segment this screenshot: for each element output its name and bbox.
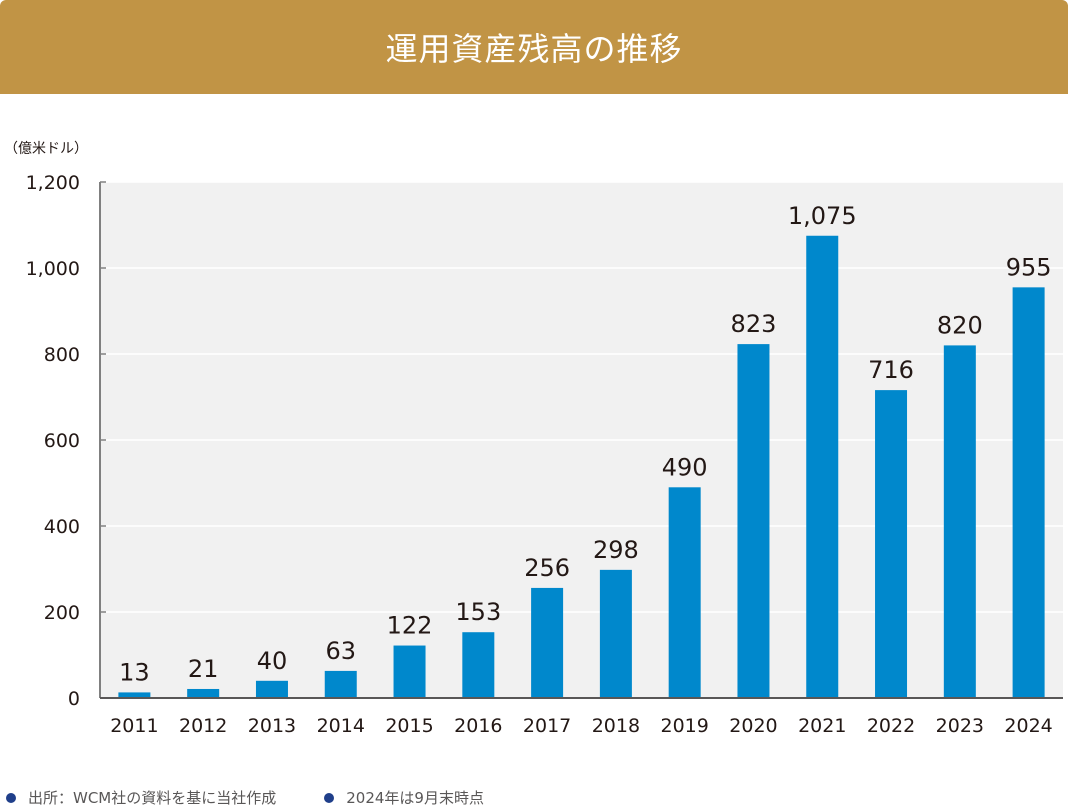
bar-chart: 13 21 40 63 122 153 256 298 490 823 1,075 716 820 955… <box>26 172 1063 737</box>
y-tick-label: 1,000 <box>26 258 80 280</box>
y-tick-label: 1,200 <box>26 172 80 194</box>
bar-2020 <box>737 344 770 698</box>
value-labels: 13 21 40 63 122 153 256 298 490 823 1,075 716 820 955 <box>119 202 1051 687</box>
value-label: 823 <box>731 310 777 338</box>
footnote-date-text: 2024年は9月末時点 <box>346 789 484 807</box>
value-label: 153 <box>455 598 501 626</box>
footnote-date: 2024年は9月末時点 <box>324 787 484 808</box>
bar-2022 <box>875 390 908 698</box>
bar-2016 <box>462 632 495 698</box>
y-tick-label: 0 <box>68 688 80 710</box>
x-tick-label: 2018 <box>592 715 640 737</box>
x-tick-label: 2013 <box>248 715 296 737</box>
x-axis: 2011 2012 2013 2014 2015 2016 2017 2018 2019 2020… <box>100 697 1063 737</box>
y-axis-unit-label: （億米ドル） <box>4 141 88 157</box>
bar-2024 <box>1012 287 1045 698</box>
bar-2018 <box>599 569 632 698</box>
chart-title: 運用資産残高の推移 <box>385 30 683 68</box>
x-tick-label: 2023 <box>936 715 984 737</box>
bullet-icon <box>6 792 16 803</box>
value-label: 122 <box>387 612 433 640</box>
footnote-source: 出所：WCM社の資料を基に当社作成 <box>6 787 276 808</box>
x-tick-label: 2019 <box>660 715 708 737</box>
x-tick-label: 2024 <box>1004 715 1052 737</box>
value-label: 13 <box>119 658 150 686</box>
bar-2012 <box>187 688 220 698</box>
bar-2023 <box>943 345 976 698</box>
y-tick-label: 400 <box>44 516 80 538</box>
footnote-source-text: 出所：WCM社の資料を基に当社作成 <box>28 789 277 807</box>
bar-2013 <box>255 680 288 698</box>
value-label: 256 <box>524 554 570 582</box>
x-tick-label: 2021 <box>798 715 846 737</box>
value-label: 820 <box>937 311 983 339</box>
bar-2017 <box>531 587 564 698</box>
bar-2019 <box>668 487 701 698</box>
y-tick-label: 600 <box>44 430 80 452</box>
bars <box>118 235 1045 698</box>
bar-2011 <box>118 692 151 698</box>
value-label: 955 <box>1006 253 1052 281</box>
x-tick-label: 2014 <box>317 715 365 737</box>
bullet-icon <box>324 792 335 803</box>
bar-2014 <box>324 670 357 698</box>
y-axis: 0 200 400 600 800 1,000 1,200 <box>26 172 106 710</box>
x-tick-label: 2022 <box>867 715 915 737</box>
y-tick-label: 800 <box>44 344 80 366</box>
value-label: 490 <box>662 453 708 481</box>
value-label: 1,075 <box>788 202 857 230</box>
value-label: 298 <box>593 536 639 564</box>
value-label: 63 <box>325 637 356 665</box>
value-label: 40 <box>257 647 288 675</box>
footnotes: 出所：WCM社の資料を基に当社作成 2024年は9月末時点 <box>6 787 484 808</box>
x-tick-label: 2015 <box>385 715 433 737</box>
x-tick-label: 2016 <box>454 715 502 737</box>
chart-header: 運用資産残高の推移 <box>0 0 1068 94</box>
x-tick-label: 2011 <box>110 715 158 737</box>
value-label: 21 <box>188 655 219 683</box>
y-tick-label: 200 <box>44 602 80 624</box>
value-label: 716 <box>868 356 914 384</box>
x-tick-label: 2017 <box>523 715 571 737</box>
x-tick-label: 2020 <box>729 715 777 737</box>
x-tick-label: 2012 <box>179 715 227 737</box>
bar-2015 <box>393 645 426 698</box>
bar-2021 <box>806 235 839 698</box>
